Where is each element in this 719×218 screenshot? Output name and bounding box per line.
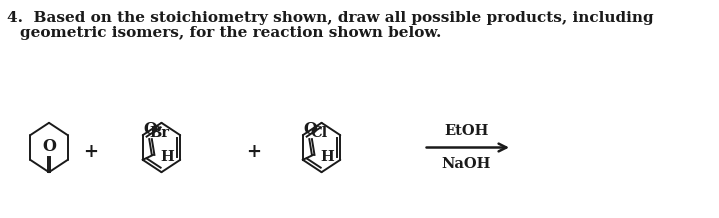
Text: NaOH: NaOH: [441, 157, 491, 171]
Text: H: H: [160, 150, 174, 164]
Text: geometric isomers, for the reaction shown below.: geometric isomers, for the reaction show…: [20, 26, 441, 40]
Text: O: O: [303, 121, 318, 138]
Text: +: +: [247, 143, 262, 162]
Text: O: O: [144, 121, 157, 138]
Text: 4.  Based on the stoichiometry shown, draw all possible products, including: 4. Based on the stoichiometry shown, dra…: [6, 11, 653, 25]
Text: EtOH: EtOH: [444, 124, 488, 138]
Text: +: +: [83, 143, 98, 162]
Text: H: H: [320, 150, 334, 164]
Text: Cl: Cl: [311, 126, 328, 140]
Text: Br: Br: [149, 126, 169, 140]
Text: O: O: [42, 138, 56, 155]
